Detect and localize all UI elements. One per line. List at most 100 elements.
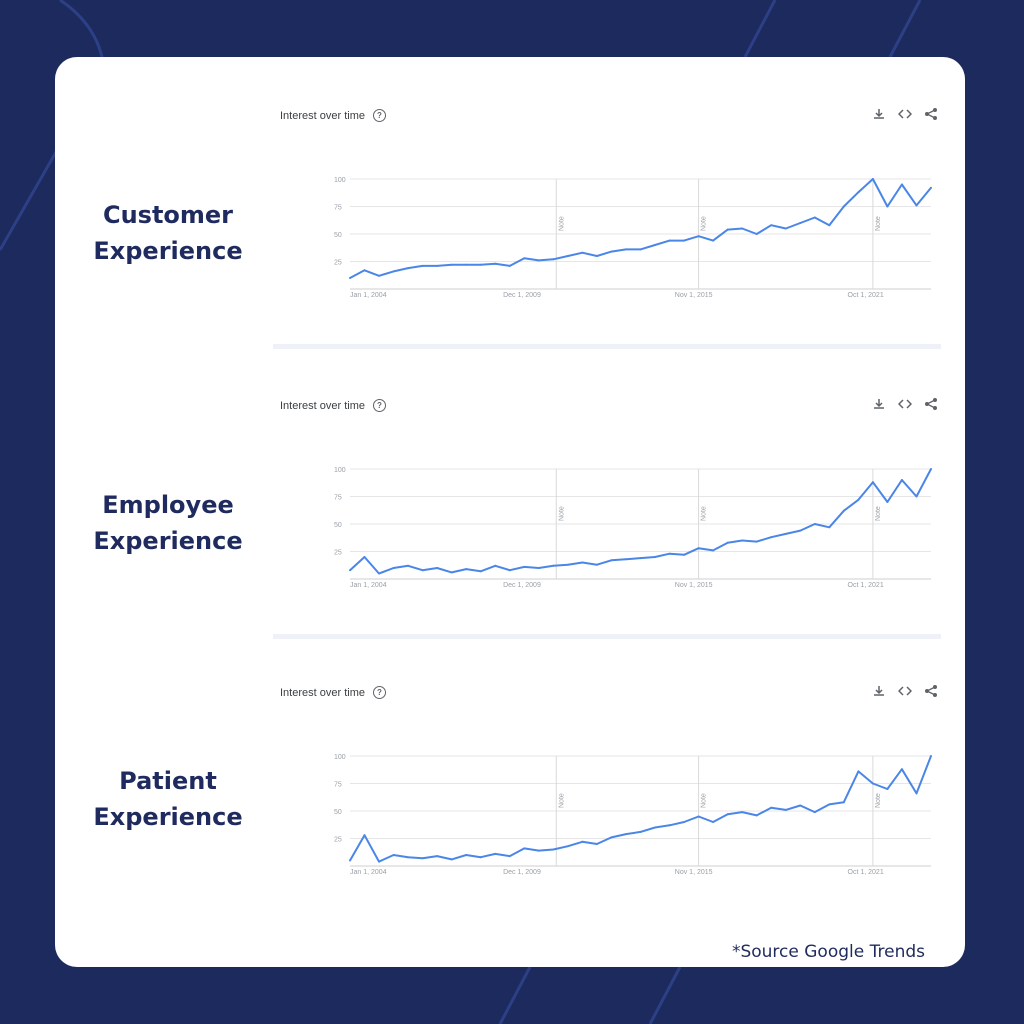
- data-point: [610, 559, 613, 562]
- data-point: [712, 239, 715, 242]
- data-point: [857, 191, 860, 194]
- x-tick-label: Nov 1, 2015: [675, 582, 713, 589]
- data-point: [712, 821, 715, 823]
- data-point: [581, 561, 584, 564]
- download-icon[interactable]: [872, 107, 886, 121]
- y-tick-label: 100: [334, 177, 346, 184]
- note-label: Note: [558, 506, 565, 521]
- data-point: [508, 569, 511, 572]
- data-point: [871, 481, 874, 484]
- download-icon[interactable]: [872, 684, 886, 698]
- data-point: [741, 811, 744, 814]
- data-point: [436, 264, 439, 267]
- data-point: [537, 259, 540, 262]
- data-point: [871, 782, 874, 785]
- y-tick-label: 100: [334, 467, 346, 474]
- x-tick-label: Nov 1, 2015: [675, 292, 713, 299]
- data-point: [407, 564, 410, 567]
- data-point: [581, 840, 584, 843]
- data-point: [813, 523, 816, 525]
- data-point: [392, 567, 395, 569]
- data-point: [784, 532, 787, 535]
- help-icon[interactable]: ?: [372, 686, 386, 699]
- data-point: [363, 556, 366, 558]
- data-point: [595, 563, 598, 566]
- note-label: Note: [558, 216, 565, 231]
- chart-panel-customer: Interest over time ? 100 75 50 25 Note Note No…: [268, 107, 948, 357]
- data-point: [726, 228, 729, 231]
- data-point: [886, 501, 889, 503]
- y-tick-label: 50: [334, 522, 342, 529]
- data-point: [407, 267, 410, 270]
- data-point: [378, 860, 381, 863]
- data-point: [392, 854, 395, 856]
- data-point: [741, 227, 744, 230]
- data-point: [436, 567, 439, 569]
- data-point: [610, 250, 613, 253]
- section-label-employee: Employee Experience: [93, 491, 243, 555]
- data-point: [639, 248, 642, 251]
- divider: [273, 634, 941, 639]
- data-point: [930, 468, 932, 470]
- data-point: [930, 186, 932, 189]
- data-point: [900, 183, 903, 186]
- data-point: [886, 788, 889, 790]
- data-point: [465, 568, 468, 571]
- share-icon[interactable]: [924, 684, 938, 698]
- download-icon[interactable]: [872, 397, 886, 411]
- data-point: [421, 857, 424, 860]
- embed-icon[interactable]: [898, 684, 912, 698]
- data-point: [407, 856, 410, 859]
- help-icon[interactable]: ?: [372, 399, 386, 412]
- data-point: [523, 257, 526, 260]
- data-point: [784, 808, 787, 811]
- data-point: [900, 768, 903, 771]
- data-point: [697, 235, 700, 238]
- data-point: [828, 803, 831, 806]
- data-point: [842, 509, 845, 512]
- embed-icon[interactable]: [898, 107, 912, 121]
- share-icon[interactable]: [924, 107, 938, 121]
- data-point: [813, 811, 816, 814]
- data-point: [799, 529, 802, 532]
- panel-title-text: Interest over time: [280, 109, 365, 122]
- trends-card: Customer Experience Employee Experience …: [55, 57, 965, 967]
- data-point: [595, 255, 598, 257]
- data-point: [378, 274, 381, 277]
- note-label: Note: [558, 793, 565, 808]
- data-point: [770, 806, 773, 809]
- chart-toolbar: [872, 397, 938, 411]
- data-point: [668, 552, 671, 555]
- data-point: [654, 826, 657, 829]
- chart-panel-employee: Interest over time ? 100 75 50 25 Note Note No…: [268, 397, 948, 647]
- data-point: [624, 833, 627, 836]
- embed-icon[interactable]: [898, 397, 912, 411]
- chart-toolbar: [872, 107, 938, 121]
- data-point: [479, 570, 482, 573]
- data-point: [349, 569, 351, 572]
- data-point: [494, 262, 497, 265]
- data-point: [930, 755, 932, 757]
- data-point: [828, 526, 831, 529]
- chart-toolbar: [872, 684, 938, 698]
- data-point: [799, 222, 802, 224]
- help-icon[interactable]: ?: [372, 109, 386, 122]
- data-point: [755, 814, 758, 817]
- data-point: [755, 233, 758, 235]
- data-point: [755, 540, 758, 543]
- data-point: [421, 569, 424, 572]
- data-point: [581, 251, 584, 254]
- data-point: [523, 565, 526, 568]
- x-tick-label: Oct 1, 2021: [848, 582, 884, 589]
- data-point: [349, 277, 351, 279]
- note-label: Note: [701, 216, 708, 231]
- data-point: [494, 852, 497, 855]
- y-tick-label: 100: [334, 754, 346, 761]
- share-icon[interactable]: [924, 397, 938, 411]
- data-point: [784, 227, 787, 230]
- data-point: [741, 539, 744, 542]
- x-tick-label: Jan 1, 2004: [350, 869, 387, 876]
- y-tick-label: 25: [334, 837, 342, 844]
- data-point: [726, 541, 729, 544]
- data-point: [450, 263, 453, 266]
